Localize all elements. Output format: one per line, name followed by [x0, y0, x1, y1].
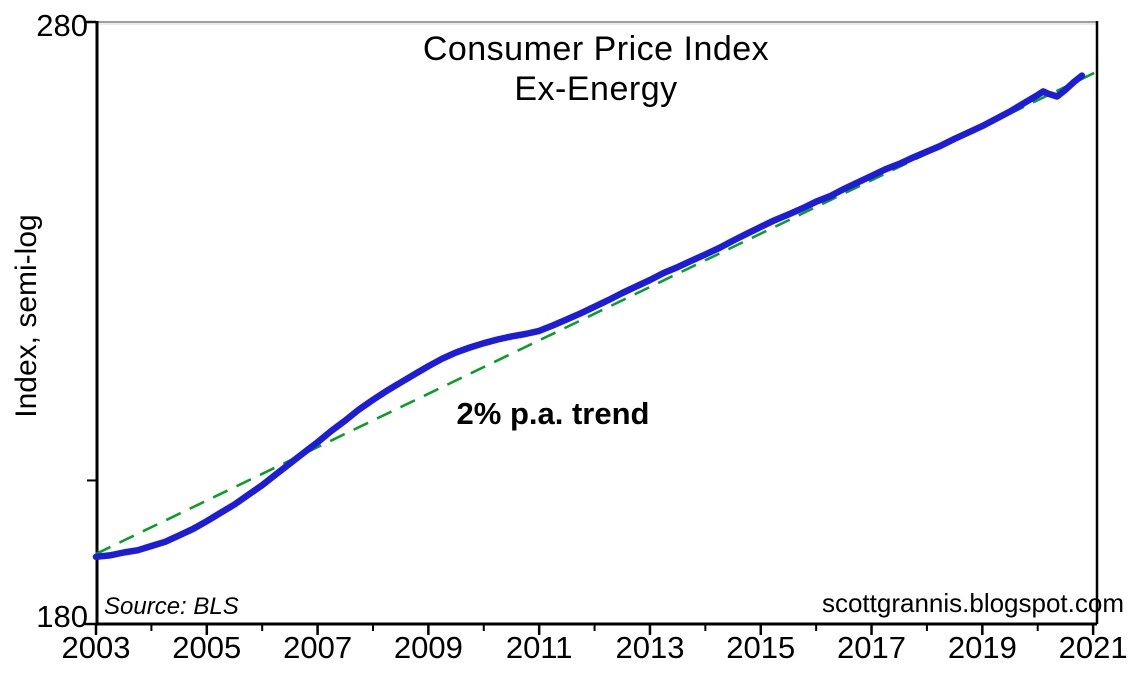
- x-tick-label-2017: 2017: [837, 630, 906, 665]
- x-tick-label-2003: 2003: [62, 630, 131, 665]
- credit-url: scottgrannis.blogspot.com: [822, 588, 1124, 618]
- cpi-line: [92, 72, 1086, 561]
- x-tick-label-2021: 2021: [1059, 630, 1128, 665]
- x-tick-label-2007: 2007: [283, 630, 352, 665]
- y-tick-label-280: 280: [36, 8, 88, 43]
- x-tick-label-2009: 2009: [394, 630, 463, 665]
- x-tick-label-2013: 2013: [615, 630, 684, 665]
- x-tick-label-2019: 2019: [948, 630, 1017, 665]
- x-axis-labels: 2003 2005 2007 2009 2011 2013 2015 2017 2019 2021: [62, 630, 1128, 665]
- x-axis-ticks: [94, 625, 1095, 635]
- chart-title-line1: Consumer Price Index: [423, 30, 769, 68]
- trend-annotation-label: 2% p.a. trend: [457, 396, 650, 431]
- chart-title-line2: Ex-Energy: [514, 70, 677, 108]
- y-axis-title: Index, semi-log: [10, 214, 43, 417]
- plot-borders: [95, 21, 1099, 626]
- x-tick-label-2011: 2011: [506, 630, 573, 665]
- y-tick-label-180: 180: [36, 599, 88, 634]
- x-tick-label-2005: 2005: [172, 630, 241, 665]
- y-axis-ticks: [84, 20, 96, 626]
- source-note: Source: BLS: [104, 593, 239, 620]
- x-tick-label-2015: 2015: [726, 630, 795, 665]
